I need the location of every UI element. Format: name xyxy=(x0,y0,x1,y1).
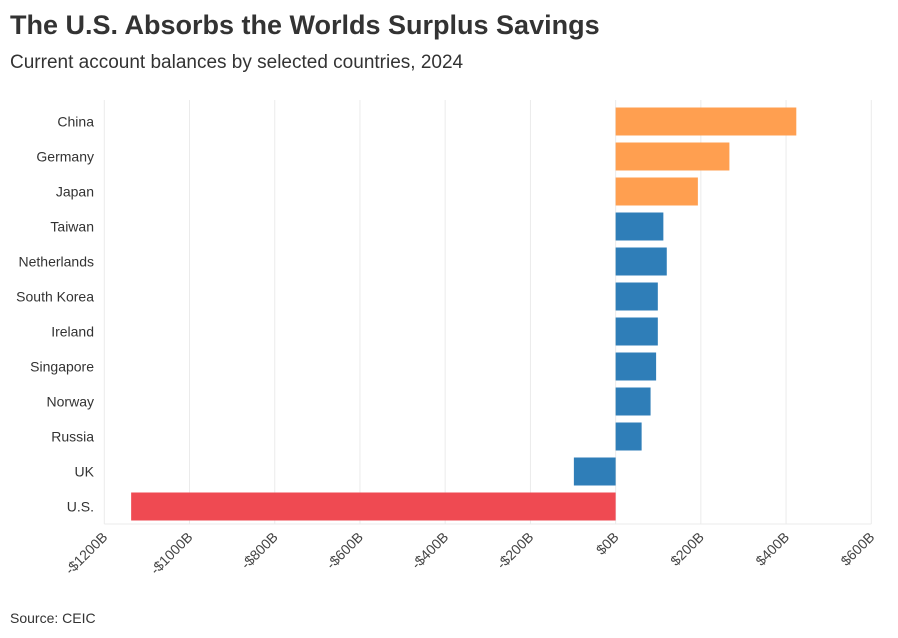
bar-japan xyxy=(615,177,698,206)
x-tick-label: $0B xyxy=(593,529,622,558)
x-tick-label: -$600B xyxy=(323,529,366,572)
x-tick-label: $400B xyxy=(752,529,792,569)
x-tick-label: -$1200B xyxy=(62,529,111,578)
category-label: Germany xyxy=(36,149,94,165)
bar-singapore xyxy=(615,352,657,381)
category-label: Norway xyxy=(47,394,94,410)
x-tick-label: $600B xyxy=(837,529,877,569)
x-tick-label: -$200B xyxy=(493,529,536,572)
bar-u-s xyxy=(131,492,616,521)
bar-norway xyxy=(615,387,651,416)
category-label: Netherlands xyxy=(19,254,95,270)
category-label: South Korea xyxy=(16,289,94,305)
category-label: Ireland xyxy=(51,324,94,340)
bar-netherlands xyxy=(615,247,667,276)
bar-germany xyxy=(615,142,730,171)
chart-subtitle: Current account balances by selected cou… xyxy=(10,52,464,73)
bar-china xyxy=(615,107,797,136)
category-label: U.S. xyxy=(67,499,94,515)
bar-russia xyxy=(615,422,642,451)
category-label: Japan xyxy=(56,184,94,200)
category-label: Russia xyxy=(51,429,94,445)
bar-ireland xyxy=(615,317,658,346)
x-tick-label: -$400B xyxy=(408,529,451,572)
x-tick-label: $200B xyxy=(667,529,707,569)
chart-title: The U.S. Absorbs the Worlds Surplus Savi… xyxy=(10,10,600,40)
source-note: Source: CEIC xyxy=(10,610,96,626)
category-label: UK xyxy=(75,464,95,480)
category-label: Singapore xyxy=(30,359,94,375)
bar-uk xyxy=(573,457,616,486)
x-tick-label: -$800B xyxy=(238,529,281,572)
category-label: Taiwan xyxy=(50,219,94,235)
category-label: China xyxy=(57,114,94,130)
x-tick-label: -$1000B xyxy=(147,529,196,578)
bar-taiwan xyxy=(615,212,664,241)
bar-south-korea xyxy=(615,282,658,311)
